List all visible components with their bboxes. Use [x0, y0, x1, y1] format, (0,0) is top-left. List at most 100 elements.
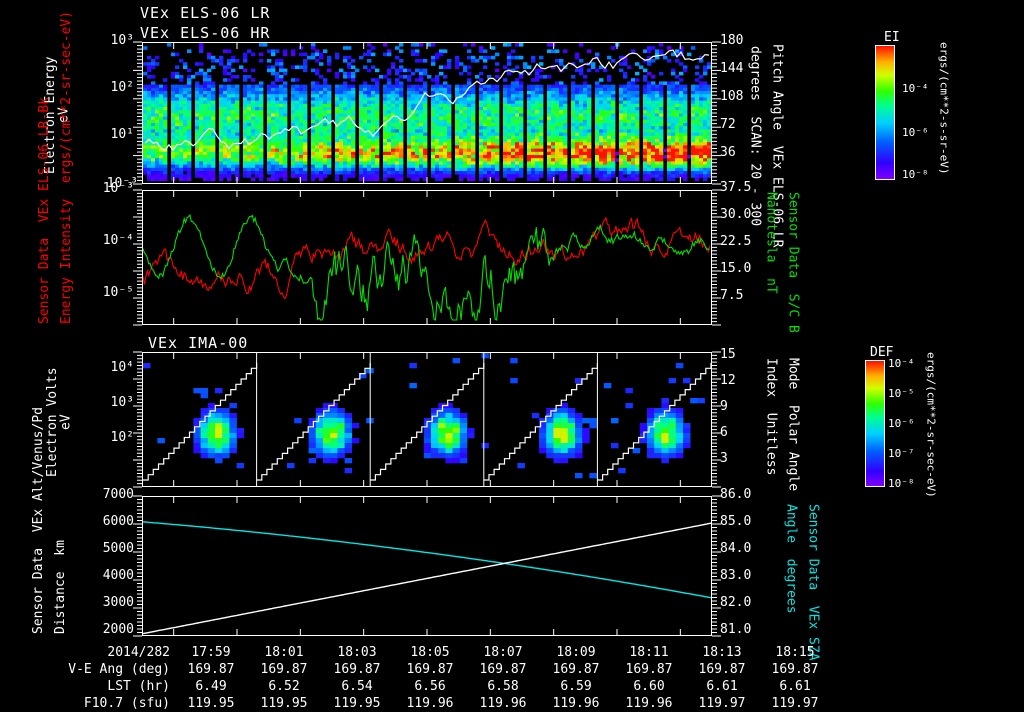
- panel3-left-axis-label: Electron Volts eV: [45, 358, 74, 486]
- panel4-left-label-1: VEx Alt/Venus/Pd: [31, 407, 46, 533]
- colorbar-ei-ticks: 10⁻⁴ 10⁻⁶ 10⁻⁸: [898, 45, 958, 181]
- table-time-3: 18:05: [410, 645, 450, 660]
- panel1-right-label-0: Pitch Angle: [769, 44, 785, 131]
- panel2-left-axis-label-a: Sensor Data VEx ELS-06 LR-Bk: [37, 97, 52, 324]
- panel4-rtick-4: 82.0: [720, 595, 752, 610]
- panel1-right-axis: 180 144 108 72 36: [718, 33, 764, 184]
- panel4-left-label-2: Distance: [53, 571, 68, 634]
- colorbar-def-gradient: [866, 361, 884, 486]
- table-lst-2: 6.54: [341, 679, 373, 694]
- table-f107-7: 119.97: [698, 696, 746, 711]
- panel3-right-label-0: Mode: [785, 358, 801, 390]
- table-lst-1: 6.52: [268, 679, 300, 694]
- table-ve-ang-0: 169.87: [187, 662, 235, 677]
- bottom-data-table: 2014/282 17:59 18:01 18:03 18:05 18:07 1…: [0, 644, 1024, 711]
- colorbar-ei-tick-1: 10⁻⁶: [902, 126, 929, 139]
- panel4-rtick-2: 84.0: [720, 541, 752, 556]
- panel4-left-label-3: km: [53, 540, 68, 556]
- panel3-right-label-1: Polar Angle: [785, 404, 801, 492]
- panel1-rtick-0: 180: [720, 33, 744, 48]
- panel4-ytick-4: 3000: [102, 595, 134, 610]
- panel-energy-intensity-magfield[interactable]: [142, 190, 712, 325]
- panel4-rtick-5: 81.0: [720, 622, 752, 637]
- table-time-2: 18:03: [337, 645, 377, 660]
- panel4-right-label-3: degrees: [783, 558, 799, 614]
- panel3-right-label-3: Unitless: [763, 412, 779, 476]
- colorbar-def-units: ergs/(cm**2-sr-sec-eV): [924, 352, 938, 498]
- panel3-right-axis: 15 12 9 6 3: [718, 347, 764, 487]
- panel1-ytick-0: 10³: [110, 33, 134, 48]
- table-f107-2: 119.95: [333, 696, 381, 711]
- panel4-right-axis: 86.0 85.0 84.0 83.0 82.0 81.0: [718, 487, 772, 637]
- panel4-left-label-0: Sensor Data: [31, 547, 46, 634]
- table-f107-3: 119.96: [406, 696, 454, 711]
- panel1-rtick-4: 36: [720, 145, 736, 160]
- panel4-left-axis-label-a: Sensor Data VEx Alt/Venus/Pd: [31, 407, 46, 634]
- panel4-left-axis: 7000 6000 5000 4000 3000 2000: [82, 487, 140, 637]
- panel4-right-label-2: Angle: [783, 504, 799, 544]
- table-label-lst: LST (hr): [107, 679, 170, 694]
- panel2-left-axis-label-b: Energy Intensity ergs/(cm**2-sr-sec-eV) …: [59, 11, 74, 324]
- table-ve-ang-1: 169.87: [260, 662, 308, 677]
- colorbar-def-tick-4: 10⁻⁸: [888, 477, 915, 490]
- panel1-right-axis-sublabel: degrees SCAN: 20 - 300: [747, 46, 763, 226]
- panel4-ytick-3: 4000: [102, 568, 134, 583]
- colorbar-ei-tick-0: 10⁻⁴: [902, 82, 929, 95]
- panel2-left-axis: 10⁻³ 10⁻⁴ 10⁻⁵: [92, 181, 140, 325]
- panel1-rtick-3: 72: [720, 117, 736, 132]
- table-ve-ang-4: 169.87: [479, 662, 527, 677]
- panel-altitude-sza[interactable]: [142, 496, 712, 636]
- panel1-right-axis-label: Pitch Angle VEx ELS-06 LR: [769, 44, 785, 248]
- panel2-left-label-1: VEx ELS-06 LR-Bk: [37, 97, 52, 223]
- panel3-left-label-1: eV: [58, 414, 74, 430]
- panel1-rtick-2: 108: [720, 89, 744, 104]
- panel2-rtick-0: 37.5: [720, 180, 752, 195]
- panel2-right-axis-label-b: Nanotesla nT: [763, 192, 779, 324]
- panel3-right-axis-label-b: Index Unitless: [763, 358, 779, 486]
- panel4-rtick-0: 86.0: [720, 487, 752, 502]
- panel4-right-label-0: Sensor Data: [805, 504, 821, 591]
- panel2-right-label-3: nT: [763, 278, 779, 294]
- panel2-ytick-2: 10⁻⁵: [102, 285, 134, 300]
- table-label-ve-ang: V-E Ang (deg): [68, 662, 170, 677]
- panel2-right-label-0: Sensor Data: [785, 192, 801, 279]
- table-f107-0: 119.95: [187, 696, 235, 711]
- colorbar-def-title: DEF: [870, 345, 894, 360]
- table-row-f107: F10.7 (sfu) 119.95 119.95 119.95 119.96 …: [0, 695, 1024, 712]
- panel1-right-label-2: degrees: [747, 46, 763, 101]
- panel3-ytick-1: 10³: [110, 395, 134, 410]
- panel2-right-label-1: S/C B: [785, 293, 801, 333]
- table-time-4: 18:07: [483, 645, 523, 660]
- table-ve-ang-7: 169.87: [698, 662, 746, 677]
- panel1-title-lr: VEx ELS-06 LR: [140, 4, 271, 22]
- table-f107-5: 119.96: [552, 696, 600, 711]
- table-f107-1: 119.95: [260, 696, 308, 711]
- colorbar-def-ticks: 10⁻⁴ 10⁻⁵ 10⁻⁶ 10⁻⁷ 10⁻⁸: [888, 354, 948, 490]
- panel-electron-energy-spectrogram[interactable]: [142, 42, 712, 184]
- colorbar-ei[interactable]: [875, 45, 895, 180]
- panel1-right-label-1: VEx ELS-06 LR: [769, 145, 785, 248]
- panel-ima-spectrogram[interactable]: [142, 352, 712, 487]
- panel3-right-label-2: Index: [763, 358, 779, 398]
- table-time-5: 18:09: [556, 645, 596, 660]
- panel3-title: VEx IMA-00: [148, 334, 249, 352]
- panel2-rtick-1: 30.0: [720, 207, 752, 222]
- table-time-6: 18:11: [629, 645, 669, 660]
- panel4-rtick-3: 83.0: [720, 568, 752, 583]
- table-lst-6: 6.60: [633, 679, 665, 694]
- panel4-ytick-2: 5000: [102, 541, 134, 556]
- table-label-f107: F10.7 (sfu): [83, 696, 170, 711]
- colorbar-def-tick-1: 10⁻⁵: [888, 387, 915, 400]
- table-lst-0: 6.49: [195, 679, 227, 694]
- table-f107-6: 119.96: [625, 696, 673, 711]
- colorbar-def[interactable]: [865, 360, 885, 487]
- table-lst-7: 6.61: [706, 679, 738, 694]
- panel2-ytick-0: 10⁻³: [102, 181, 134, 196]
- panel1-title-hr: VEx ELS-06 HR: [140, 24, 271, 42]
- table-lst-3: 6.56: [414, 679, 446, 694]
- table-row-time: 2014/282 17:59 18:01 18:03 18:05 18:07 1…: [0, 644, 1024, 661]
- panel1-ytick-2: 10¹: [110, 127, 134, 142]
- panel3-right-axis-label-a: Mode Polar Angle: [785, 358, 801, 491]
- panel3-rtick-1: 12: [720, 373, 736, 388]
- panel4-ytick-5: 2000: [102, 622, 134, 637]
